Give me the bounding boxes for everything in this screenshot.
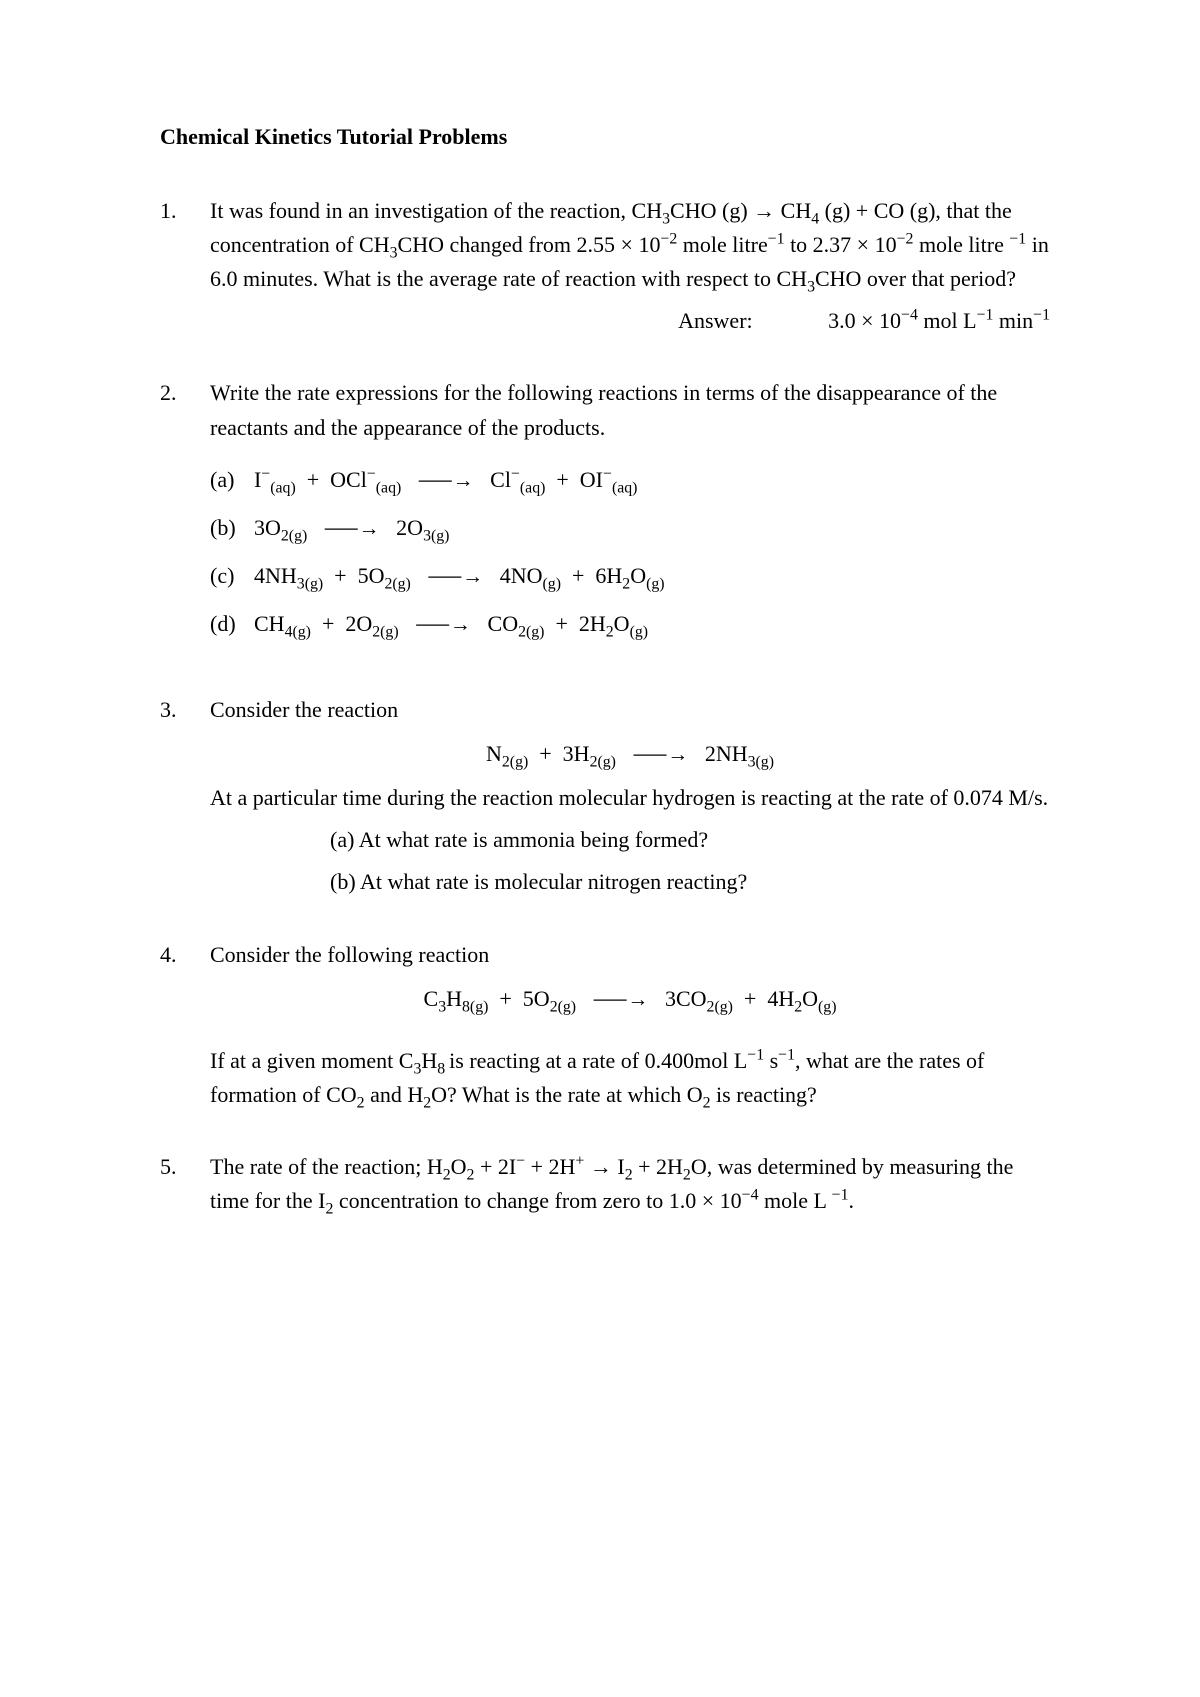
equation: 3O2(g) ⸺→ 2O3(g) bbox=[254, 511, 449, 545]
problem-number: 4. bbox=[160, 938, 210, 1112]
problem-3: 3. Consider the reaction N2(g) + 3H2(g) … bbox=[160, 693, 1050, 899]
problem-4: 4. Consider the following reaction C3H8(… bbox=[160, 938, 1050, 1112]
answer-line: Answer: 3.0 × 10−4 mol L−1 min−1 bbox=[210, 304, 1050, 338]
problem-text: The rate of the reaction; H2O2 + 2I− + 2… bbox=[210, 1150, 1050, 1218]
problem-intro: Consider the reaction bbox=[210, 693, 1050, 727]
answer-label: Answer: bbox=[678, 304, 753, 338]
sub-letter: (a) bbox=[210, 463, 254, 497]
sub-item-d: (d) CH4(g) + 2O2(g) ⸺→ CO2(g) + 2H2O(g) bbox=[210, 607, 1050, 641]
problem-5: 5. The rate of the reaction; H2O2 + 2I− … bbox=[160, 1150, 1050, 1218]
problem-text: It was found in an investigation of the … bbox=[210, 194, 1050, 296]
problem-body: Write the rate expressions for the follo… bbox=[210, 376, 1050, 655]
problem-body: Consider the reaction N2(g) + 3H2(g) ⸺→ … bbox=[210, 693, 1050, 899]
sub-letter: (b) bbox=[210, 511, 254, 545]
equation: I−(aq) + OCl−(aq) ⸺→ Cl−(aq) + OI−(aq) bbox=[254, 463, 637, 497]
problem-body: It was found in an investigation of the … bbox=[210, 194, 1050, 338]
problem-number: 1. bbox=[160, 194, 210, 338]
problem-body: Consider the following reaction C3H8(g) … bbox=[210, 938, 1050, 1112]
answer-value: 3.0 × 10−4 mol L−1 min−1 bbox=[828, 308, 1050, 333]
problem-para: At a particular time during the reaction… bbox=[210, 781, 1050, 815]
sub-question-b: (b) At what rate is molecular nitrogen r… bbox=[330, 865, 1050, 899]
problem-intro: Consider the following reaction bbox=[210, 938, 1050, 972]
problem-intro: Write the rate expressions for the follo… bbox=[210, 376, 1050, 444]
equation-centered: N2(g) + 3H2(g) ⸺→ 2NH3(g) bbox=[210, 737, 1050, 771]
sub-question-a: (a) At what rate is ammonia being formed… bbox=[330, 823, 1050, 857]
problem-1: 1. It was found in an investigation of t… bbox=[160, 194, 1050, 338]
document-page: Chemical Kinetics Tutorial Problems 1. I… bbox=[0, 0, 1200, 1376]
sub-letter: (c) bbox=[210, 559, 254, 593]
problem-number: 3. bbox=[160, 693, 210, 899]
problem-para: If at a given moment C3H8 is reacting at… bbox=[210, 1044, 1050, 1112]
problem-number: 5. bbox=[160, 1150, 210, 1218]
equation: CH4(g) + 2O2(g) ⸺→ CO2(g) + 2H2O(g) bbox=[254, 607, 648, 641]
page-title: Chemical Kinetics Tutorial Problems bbox=[160, 120, 1050, 154]
sub-item-c: (c) 4NH3(g) + 5O2(g) ⸺→ 4NO(g) + 6H2O(g) bbox=[210, 559, 1050, 593]
sub-item-b: (b) 3O2(g) ⸺→ 2O3(g) bbox=[210, 511, 1050, 545]
sub-letter: (d) bbox=[210, 607, 254, 641]
sub-item-a: (a) I−(aq) + OCl−(aq) ⸺→ Cl−(aq) + OI−(a… bbox=[210, 463, 1050, 497]
equation: 4NH3(g) + 5O2(g) ⸺→ 4NO(g) + 6H2O(g) bbox=[254, 559, 665, 593]
equation-centered: C3H8(g) + 5O2(g) ⸺→ 3CO2(g) + 4H2O(g) bbox=[210, 982, 1050, 1016]
problem-body: The rate of the reaction; H2O2 + 2I− + 2… bbox=[210, 1150, 1050, 1218]
problem-2: 2. Write the rate expressions for the fo… bbox=[160, 376, 1050, 655]
problem-number: 2. bbox=[160, 376, 210, 655]
sub-list: (a) I−(aq) + OCl−(aq) ⸺→ Cl−(aq) + OI−(a… bbox=[210, 463, 1050, 641]
